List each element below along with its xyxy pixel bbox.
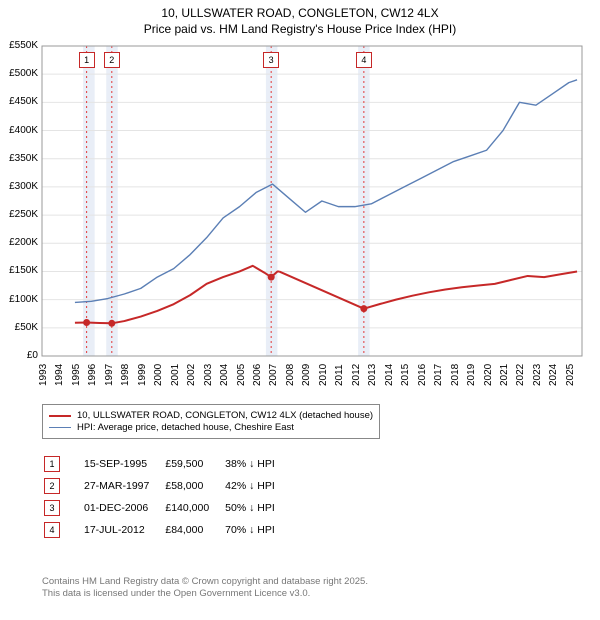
x-tick-label: 2008 bbox=[285, 364, 296, 386]
transactions-table: 1 15-SEP-1995£59,50038% ↓ HPI 2 27-MAR-1997… bbox=[42, 452, 291, 542]
legend-row: HPI: Average price, detached house, Ches… bbox=[49, 422, 373, 433]
y-tick-label: £300K bbox=[9, 181, 38, 192]
x-tick-label: 2006 bbox=[252, 364, 263, 386]
x-tick-label: 2007 bbox=[268, 364, 279, 386]
row-marker: 3 bbox=[44, 500, 60, 516]
chart-legend: 10, ULLSWATER ROAD, CONGLETON, CW12 4LX … bbox=[42, 404, 380, 439]
x-tick-label: 2001 bbox=[170, 364, 181, 386]
x-tick-label: 2021 bbox=[499, 364, 510, 386]
row-price: £140,000 bbox=[165, 498, 223, 518]
row-date: 15-SEP-1995 bbox=[84, 454, 163, 474]
x-tick-label: 2003 bbox=[203, 364, 214, 386]
y-tick-label: £200K bbox=[9, 237, 38, 248]
x-tick-label: 2009 bbox=[301, 364, 312, 386]
x-tick-label: 1996 bbox=[87, 364, 98, 386]
row-price: £59,500 bbox=[165, 454, 223, 474]
x-tick-label: 2024 bbox=[548, 364, 559, 386]
x-tick-label: 2005 bbox=[236, 364, 247, 386]
row-marker: 1 bbox=[44, 456, 60, 472]
x-tick-label: 2000 bbox=[153, 364, 164, 386]
event-marker: 2 bbox=[104, 52, 120, 68]
y-tick-label: £450K bbox=[9, 96, 38, 107]
table-row: 4 17-JUL-2012£84,00070% ↓ HPI bbox=[44, 520, 289, 540]
footer-line2: This data is licensed under the Open Gov… bbox=[42, 588, 368, 600]
x-tick-label: 1993 bbox=[38, 364, 49, 386]
row-delta: 42% ↓ HPI bbox=[225, 476, 289, 496]
legend-label: 10, ULLSWATER ROAD, CONGLETON, CW12 4LX … bbox=[77, 410, 373, 421]
y-tick-label: £500K bbox=[9, 68, 38, 79]
y-tick-label: £250K bbox=[9, 209, 38, 220]
footer-line1: Contains HM Land Registry data © Crown c… bbox=[42, 576, 368, 588]
x-tick-label: 1998 bbox=[120, 364, 131, 386]
legend-swatch bbox=[49, 415, 71, 417]
x-tick-label: 2016 bbox=[417, 364, 428, 386]
x-tick-label: 1995 bbox=[71, 364, 82, 386]
row-date: 27-MAR-1997 bbox=[84, 476, 163, 496]
row-delta: 50% ↓ HPI bbox=[225, 498, 289, 518]
y-tick-label: £50K bbox=[15, 322, 38, 333]
row-date: 17-JUL-2012 bbox=[84, 520, 163, 540]
y-tick-label: £100K bbox=[9, 294, 38, 305]
x-tick-label: 2015 bbox=[400, 364, 411, 386]
legend-swatch bbox=[49, 427, 71, 428]
x-tick-label: 2020 bbox=[483, 364, 494, 386]
x-tick-label: 2002 bbox=[186, 364, 197, 386]
event-marker: 1 bbox=[79, 52, 95, 68]
x-tick-label: 2013 bbox=[367, 364, 378, 386]
x-tick-label: 1997 bbox=[104, 364, 115, 386]
x-tick-label: 2022 bbox=[515, 364, 526, 386]
row-price: £84,000 bbox=[165, 520, 223, 540]
legend-row: 10, ULLSWATER ROAD, CONGLETON, CW12 4LX … bbox=[49, 410, 373, 421]
row-delta: 38% ↓ HPI bbox=[225, 454, 289, 474]
x-tick-label: 2025 bbox=[565, 364, 576, 386]
row-marker: 2 bbox=[44, 478, 60, 494]
legend-label: HPI: Average price, detached house, Ches… bbox=[77, 422, 294, 433]
x-tick-label: 2018 bbox=[450, 364, 461, 386]
x-tick-label: 2014 bbox=[384, 364, 395, 386]
row-price: £58,000 bbox=[165, 476, 223, 496]
event-marker: 4 bbox=[356, 52, 372, 68]
table-row: 1 15-SEP-1995£59,50038% ↓ HPI bbox=[44, 454, 289, 474]
row-date: 01-DEC-2006 bbox=[84, 498, 163, 518]
y-tick-label: £150K bbox=[9, 265, 38, 276]
x-tick-label: 2017 bbox=[433, 364, 444, 386]
y-tick-label: £0 bbox=[27, 350, 38, 361]
table-row: 3 01-DEC-2006£140,00050% ↓ HPI bbox=[44, 498, 289, 518]
row-delta: 70% ↓ HPI bbox=[225, 520, 289, 540]
x-tick-label: 2023 bbox=[532, 364, 543, 386]
event-marker: 3 bbox=[263, 52, 279, 68]
x-tick-label: 1994 bbox=[54, 364, 65, 386]
row-marker: 4 bbox=[44, 522, 60, 538]
y-tick-label: £550K bbox=[9, 40, 38, 51]
y-tick-label: £350K bbox=[9, 153, 38, 164]
x-tick-label: 1999 bbox=[137, 364, 148, 386]
x-tick-label: 2019 bbox=[466, 364, 477, 386]
x-tick-label: 2010 bbox=[318, 364, 329, 386]
attribution-footer: Contains HM Land Registry data © Crown c… bbox=[42, 576, 368, 601]
x-tick-label: 2011 bbox=[334, 364, 345, 386]
x-tick-label: 2004 bbox=[219, 364, 230, 386]
table-row: 2 27-MAR-1997£58,00042% ↓ HPI bbox=[44, 476, 289, 496]
x-tick-label: 2012 bbox=[351, 364, 362, 386]
y-tick-label: £400K bbox=[9, 125, 38, 136]
